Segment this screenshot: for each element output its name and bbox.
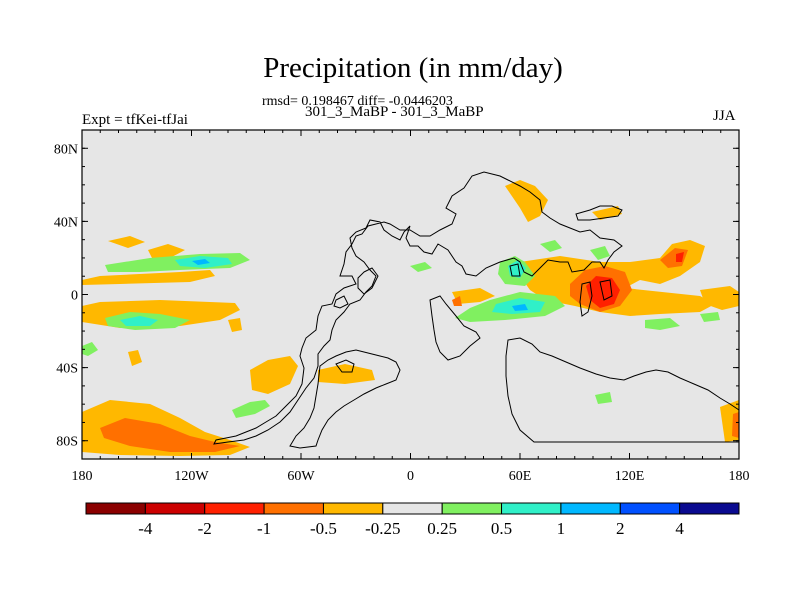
colorbar-swatch: [204, 502, 265, 515]
anomaly-patch: [732, 412, 739, 438]
anomaly-patch: [250, 356, 298, 394]
colorbar-swatch: [144, 502, 206, 515]
coastline: [213, 171, 623, 445]
anomaly-patch: [128, 350, 142, 366]
colorbar-swatch: [85, 502, 146, 515]
colorbar-swatch: [619, 502, 681, 515]
colorbar-label: 4: [675, 519, 684, 538]
y-tick-label: 80S: [56, 435, 78, 450]
anomaly-patch: [592, 206, 622, 220]
anomaly-patch: [82, 342, 98, 356]
colorbar-label: 2: [616, 519, 625, 538]
colorbar-swatch: [382, 502, 443, 515]
colorbar-swatch: [263, 502, 324, 515]
colorbar-label: 0.25: [427, 519, 457, 538]
coastline: [509, 263, 521, 277]
x-tick-label: 180: [72, 469, 93, 484]
colorbar-label: -2: [198, 519, 212, 538]
anomaly-patch: [148, 244, 185, 258]
anomaly-patch: [586, 276, 620, 308]
coastline: [335, 359, 355, 373]
colorbar-swatch: [322, 502, 384, 515]
experiment-label: Expt = tfKei-tfJai: [82, 112, 188, 128]
anomaly-patch: [590, 246, 610, 260]
x-tick-label: 120E: [615, 469, 645, 484]
anomaly-patch: [645, 318, 680, 330]
coastline: [357, 267, 379, 295]
coastline: [579, 281, 593, 317]
coastline: [599, 279, 613, 301]
colorbar-label: 0.5: [491, 519, 512, 538]
anomaly-patch: [82, 270, 215, 285]
continent-outlines: [213, 171, 740, 449]
anomaly-patch: [410, 262, 432, 272]
anomaly-patch: [595, 392, 612, 404]
coastline: [429, 295, 481, 361]
season-label: JJA: [713, 108, 736, 124]
anomaly-patch: [318, 364, 375, 384]
x-tick-label: 180: [729, 469, 750, 484]
anomaly-patch: [452, 288, 495, 304]
colorbar-swatch: [501, 502, 562, 515]
anomaly-patch: [700, 286, 739, 310]
anomaly-patch: [512, 304, 528, 311]
coastline: [333, 295, 349, 309]
subtitle: 301_3_MaBP - 301_3_MaBP: [305, 104, 484, 120]
colorbar-label: -0.5: [310, 519, 337, 538]
colorbar: -4 -2 -1 -0.5 -0.25 0.25 0.5 1 2 4: [85, 502, 740, 538]
coastline: [289, 349, 401, 449]
chart-title: Precipitation (in mm/day): [263, 52, 563, 84]
colorbar-label: 1: [557, 519, 566, 538]
anomaly-patch: [100, 418, 240, 452]
anomaly-patch: [192, 259, 210, 265]
colorbar-label: -1: [257, 519, 271, 538]
y-tick-label: 40N: [54, 215, 78, 230]
coastline: [505, 337, 740, 443]
x-tick-label: 0: [407, 469, 414, 484]
x-tick-label: 60W: [287, 469, 315, 484]
anomaly-patch: [676, 252, 684, 262]
x-tick-label: 120W: [174, 469, 209, 484]
colorbar-swatch: [560, 502, 621, 515]
anomaly-patch: [505, 180, 548, 222]
precip-anomaly-field: [82, 180, 739, 456]
y-tick-label: 80N: [54, 142, 78, 157]
x-tick-label: 60E: [509, 469, 532, 484]
anomaly-patch: [108, 236, 145, 248]
map-axes: 80N 40N 0 40S 80S 180 120W 60W 0 60E 120E 180: [54, 129, 750, 484]
coastline: [575, 205, 623, 221]
y-tick-label: 40S: [56, 362, 78, 377]
anomaly-patch: [232, 400, 270, 418]
y-tick-label: 0: [71, 289, 78, 304]
colorbar-label: -4: [138, 519, 153, 538]
colorbar-label: -0.25: [365, 519, 400, 538]
anomaly-patch: [120, 316, 158, 326]
stats-text: rmsd= 0.198467 diff= -0.0446203: [262, 94, 453, 109]
colorbar-swatch: [679, 502, 740, 515]
colorbar-swatch: [441, 502, 503, 515]
anomaly-patch: [452, 296, 462, 306]
anomaly-patch: [540, 240, 562, 252]
anomaly-patch: [700, 312, 720, 322]
anomaly-patch: [228, 318, 242, 332]
